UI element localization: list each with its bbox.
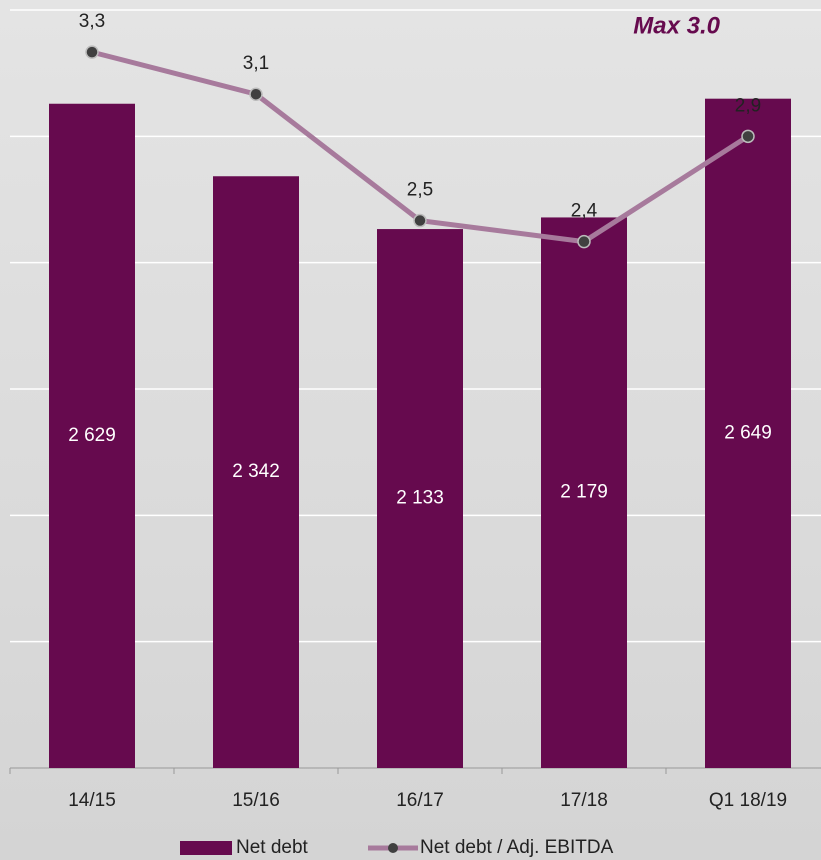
x-tick-label: Q1 18/19 <box>709 790 787 811</box>
x-tick-label: 14/15 <box>68 790 116 811</box>
line-marker <box>249 87 263 101</box>
x-tick-label: 17/18 <box>560 790 608 811</box>
bar-label: 2 629 <box>68 425 116 446</box>
line-label: 2,4 <box>571 201 598 222</box>
bar <box>377 229 463 768</box>
legend-label: Net debt <box>236 837 309 858</box>
line-marker <box>85 45 99 59</box>
x-tick-label: 15/16 <box>232 790 280 811</box>
legend-swatch <box>180 841 232 855</box>
line-label: 2,5 <box>407 180 433 201</box>
line-label: 3,1 <box>243 53 269 74</box>
line-label: 3,3 <box>79 11 105 32</box>
bar-label: 2 179 <box>560 482 608 503</box>
bar <box>541 217 627 768</box>
bar <box>49 103 135 769</box>
bar <box>705 98 791 769</box>
bar-label: 2 342 <box>232 461 280 482</box>
legend-swatch <box>388 843 398 853</box>
line <box>91 49 750 245</box>
line-label: 2,9 <box>735 95 761 116</box>
line-marker <box>741 129 755 144</box>
bar-label: 2 133 <box>396 488 444 509</box>
line-marker <box>577 234 591 249</box>
line-marker <box>413 213 427 228</box>
x-tick-label: 16/17 <box>396 790 444 811</box>
bar <box>213 176 299 769</box>
bar-label: 2 649 <box>724 422 772 443</box>
annotation: Max 3.0 <box>633 12 720 39</box>
legend-label: Net debt / Adj. EBITDA <box>420 837 614 858</box>
